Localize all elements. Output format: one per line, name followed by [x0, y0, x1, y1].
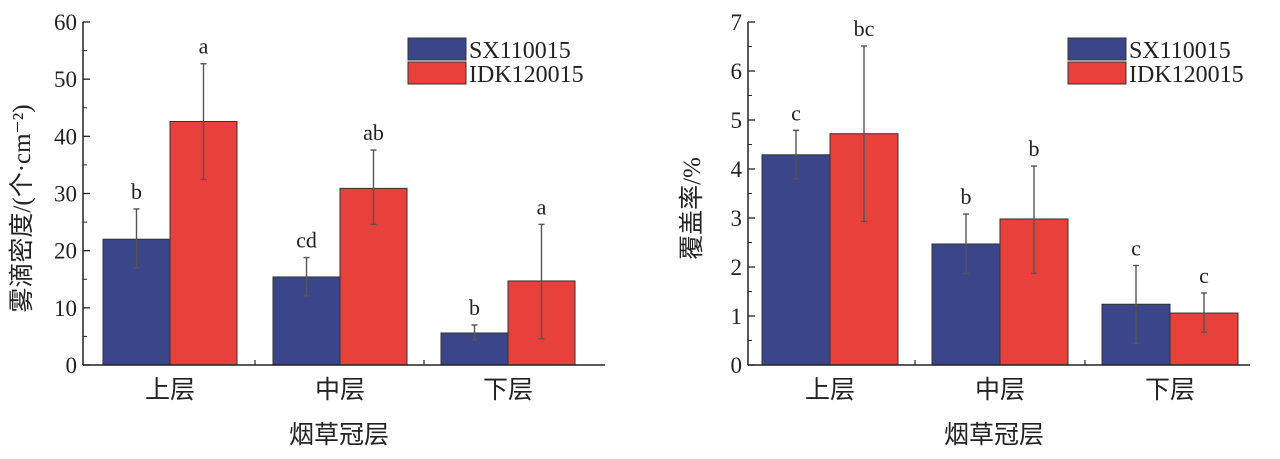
y-tick-label: 20 [54, 239, 77, 264]
significance-label: bc [854, 16, 875, 41]
x-axis-title: 烟草冠层 [289, 421, 389, 449]
y-tick-label: 6 [731, 59, 743, 84]
x-tick-label: 下层 [483, 377, 533, 404]
x-tick-label: 中层 [975, 376, 1025, 404]
y-tick-label: 7 [731, 10, 743, 35]
significance-label: b [131, 179, 142, 204]
legend-label: SX110015 [1129, 38, 1231, 64]
x-tick-label: 上层 [145, 376, 195, 404]
y-tick-label: 3 [731, 206, 743, 231]
legend-label: IDK120015 [1129, 62, 1244, 88]
x-tick-label: 中层 [315, 376, 365, 404]
significance-label: a [199, 34, 209, 59]
y-tick-label: 4 [731, 157, 743, 182]
legend-swatch [1067, 61, 1127, 85]
y-tick-label: 30 [54, 182, 77, 207]
legend-swatch [407, 37, 467, 61]
y-tick-label: 1 [731, 304, 743, 329]
y-tick-label: 40 [54, 124, 77, 149]
significance-label: b [1029, 136, 1040, 161]
significance-label: b [961, 184, 972, 209]
legend-label: IDK120015 [469, 62, 584, 88]
y-tick-label: 50 [54, 67, 77, 92]
significance-label: cd [296, 228, 317, 253]
x-axis-title: 烟草冠层 [944, 421, 1044, 449]
significance-label: c [1131, 236, 1141, 261]
y-tick-label: 2 [731, 255, 743, 280]
y-tick-label: 0 [731, 353, 743, 378]
significance-label: b [469, 295, 480, 320]
y-axis-title: 覆盖率/% [678, 157, 706, 260]
significance-label: c [791, 100, 801, 125]
significance-label: a [537, 194, 547, 219]
legend-swatch [1067, 37, 1127, 61]
significance-label: ab [363, 120, 384, 145]
x-tick-label: 下层 [1145, 377, 1195, 404]
y-tick-label: 10 [54, 296, 77, 321]
bar [761, 154, 831, 366]
y-tick-label: 5 [731, 108, 743, 133]
y-tick-label: 0 [66, 353, 78, 378]
x-tick-label: 上层 [805, 376, 855, 404]
legend-swatch [407, 61, 467, 85]
y-tick-label: 60 [54, 10, 77, 35]
y-axis-title: 雾滴密度/(个·cm⁻²) [8, 104, 36, 312]
significance-label: c [1199, 263, 1209, 288]
legend-label: SX110015 [469, 38, 571, 64]
